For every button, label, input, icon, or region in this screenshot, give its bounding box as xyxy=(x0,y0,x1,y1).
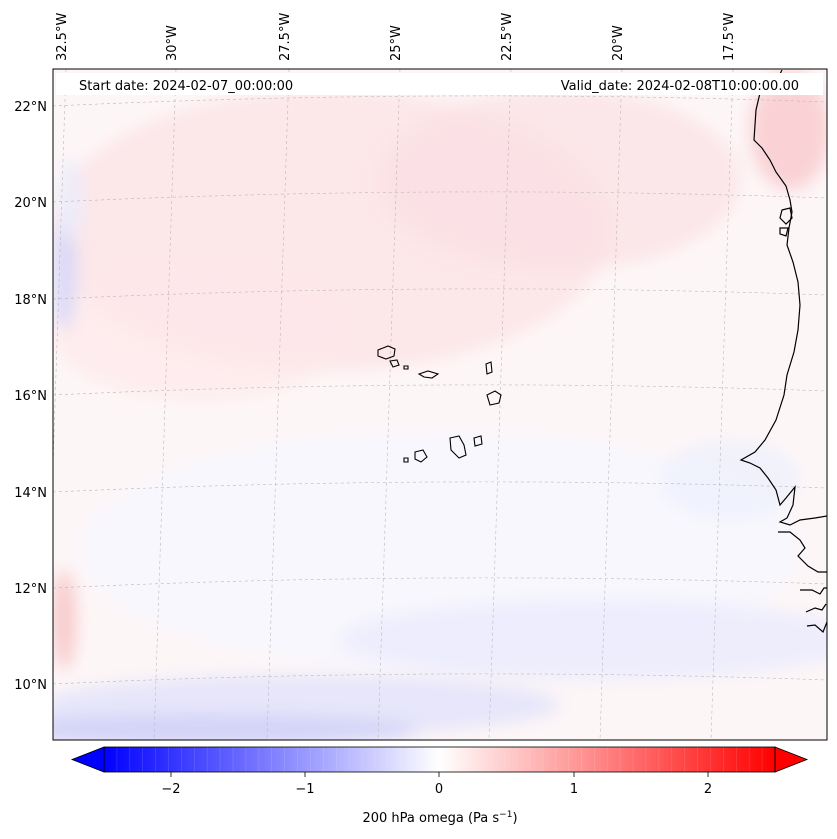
island-brava xyxy=(403,457,409,463)
valid-date-label: Valid_date: 2024-02-08T10:00:00.00 xyxy=(561,79,799,94)
island-santa-luzia xyxy=(403,365,409,370)
parallel-line xyxy=(53,384,827,396)
colorbar-segments xyxy=(116,747,763,772)
island-sao-nicolau xyxy=(417,370,440,379)
lon-label: 32.5°W xyxy=(55,13,70,61)
map-frame xyxy=(52,68,828,741)
island-fogo xyxy=(414,449,428,463)
meridian-line xyxy=(710,69,734,740)
colorbar-title: 200 hPa omega (Pa s−1) xyxy=(362,810,517,826)
omega-field xyxy=(53,69,827,740)
lon-label: 20°W xyxy=(611,25,626,61)
island-sal xyxy=(485,361,493,375)
lon-label: 25°W xyxy=(389,25,404,61)
lon-label: 27.5°W xyxy=(278,13,293,61)
parallel-line xyxy=(53,288,827,300)
start-date-label: Start date: 2024-02-07_00:00:00 xyxy=(79,79,293,94)
parallel-line xyxy=(53,577,827,589)
coastal-island-2 xyxy=(779,227,789,237)
lat-label: 18°N xyxy=(14,293,47,308)
lon-label: 30°W xyxy=(165,25,180,61)
meridian-line xyxy=(377,69,401,740)
colorbar-gradient xyxy=(104,747,775,772)
lon-label: 22.5°W xyxy=(500,13,515,61)
colorbar-ticks xyxy=(170,772,709,777)
island-sao-vicente xyxy=(389,359,400,368)
cape-verde-islands xyxy=(377,345,502,463)
colorbar-tick-label: −2 xyxy=(161,782,180,797)
parallel-line xyxy=(53,191,827,203)
lat-label: 12°N xyxy=(14,582,47,597)
colorbar-max-extension xyxy=(774,746,809,773)
meridian-line xyxy=(599,69,623,740)
colorbar-tick-label: 1 xyxy=(570,782,578,797)
lat-label: 14°N xyxy=(14,486,47,501)
island-boa-vista xyxy=(486,390,502,406)
colorbar-min-extension xyxy=(70,746,105,773)
parallel-line xyxy=(53,95,827,107)
lat-label: 22°N xyxy=(14,100,47,115)
island-santo-antao xyxy=(377,345,396,360)
header-box xyxy=(56,73,823,95)
longitude-labels: 32.5°W 30°W 27.5°W 25°W 22.5°W 20°W 17.5… xyxy=(55,13,737,61)
meridian-line xyxy=(153,69,177,740)
gambia-coast xyxy=(778,531,827,573)
lat-label: 20°N xyxy=(14,196,47,211)
colorbar-tick-label: 0 xyxy=(435,782,443,797)
lat-label: 16°N xyxy=(14,389,47,404)
coastal-island-1 xyxy=(779,207,793,225)
parallel-line xyxy=(53,481,827,493)
colorbar-tick-label: 2 xyxy=(704,782,712,797)
meridian-line xyxy=(488,69,512,740)
island-santiago xyxy=(449,435,467,459)
meridian-line xyxy=(266,69,290,740)
lon-label: 17.5°W xyxy=(722,13,737,61)
lat-label: 10°N xyxy=(14,678,47,693)
island-maio xyxy=(473,435,483,447)
latitude-labels: 22°N 20°N 18°N 16°N 14°N 12°N 10°N xyxy=(14,100,47,693)
colorbar-frame xyxy=(103,746,776,773)
guinea-bissau-coast xyxy=(800,587,827,634)
colorbar-tick-label: −1 xyxy=(295,782,314,797)
parallel-line xyxy=(53,673,827,685)
colorbar: −2 −1 0 1 2 200 hPa omega (Pa s−1) xyxy=(70,746,809,826)
gridlines xyxy=(53,69,827,740)
